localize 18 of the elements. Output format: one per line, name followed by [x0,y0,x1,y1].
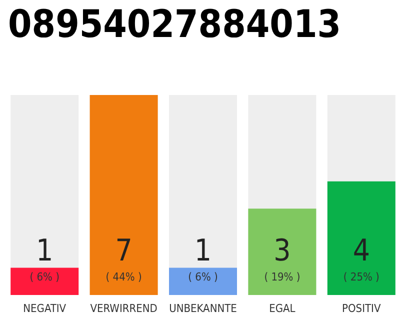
annotation: 1 [36,234,54,268]
bar [169,268,237,295]
annotation: 4 [352,234,370,268]
data-label: ( 44% ) [106,270,142,284]
chart-title: 08954027884013 [8,2,342,46]
x-tick-label: POSITIV [342,302,381,315]
annotation: 7 [115,234,132,268]
data-label: ( 25% ) [343,270,380,284]
annotation: 1 [194,234,212,268]
data-label: ( 19% ) [264,270,300,284]
data-label: ( 6% ) [188,270,218,284]
x-tick-label: VERWIRREND [90,302,158,315]
bar [10,268,79,295]
data-label: ( 6% ) [30,270,60,284]
x-tick-label: UNBEKANNTE [169,302,237,315]
x-tick-label: EGAL [269,302,296,315]
annotation: 3 [274,234,291,268]
x-tick-label: NEGATIV [23,302,66,315]
